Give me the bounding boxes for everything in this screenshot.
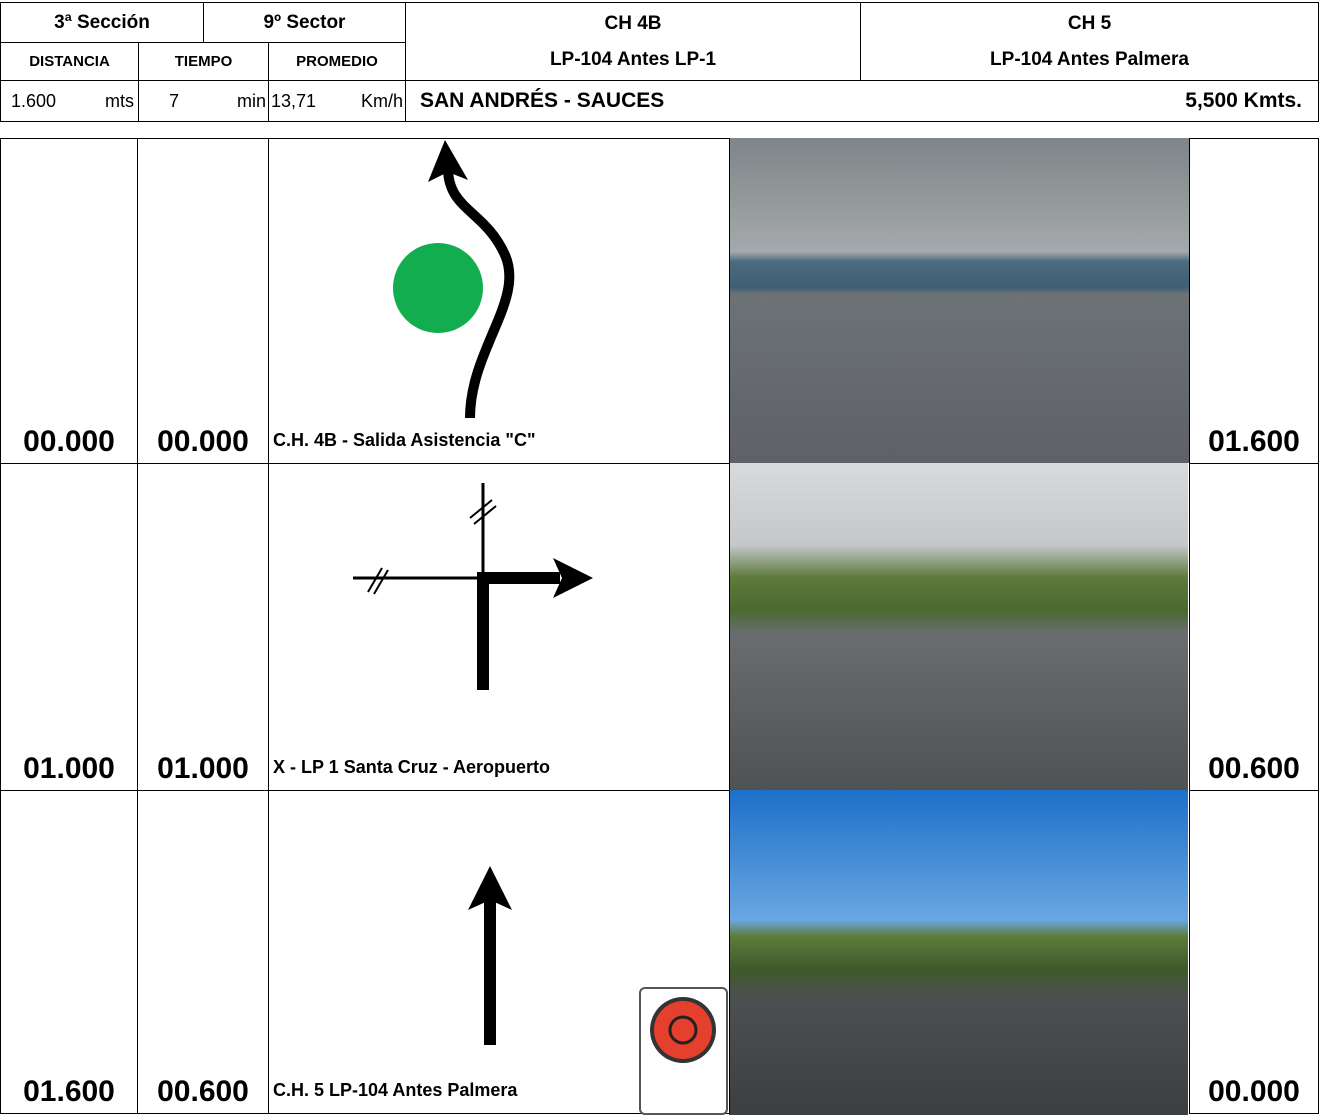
control-subtitle: LP-104 Antes Palmera xyxy=(990,48,1189,70)
average: 13,71 Km/h xyxy=(268,80,406,122)
distance-value: 1.600 xyxy=(11,90,57,111)
average-unit: Km/h xyxy=(360,90,403,111)
remaining-distance: 00.000 xyxy=(1189,790,1319,1114)
photo xyxy=(729,463,1188,790)
distance-unit: mts xyxy=(105,90,134,111)
arrow-head xyxy=(553,558,593,598)
control-title: CH 5 xyxy=(1067,12,1112,34)
instruction-caption: C.H. 5 LP-104 Antes Palmera xyxy=(268,790,730,1114)
arrow-head xyxy=(468,866,512,910)
photo xyxy=(729,790,1188,1115)
hatch xyxy=(367,499,497,595)
control-title: CH 4B xyxy=(604,12,662,34)
stage: SAN ANDRÉS - SAUCES xyxy=(420,89,665,112)
time-value: 7 xyxy=(169,90,180,111)
clock-icon xyxy=(668,1015,698,1045)
stage-bar: SAN ANDRÉS - SAUCES 5,500 Kmts. xyxy=(405,80,1319,122)
time-unit: min xyxy=(236,90,266,111)
sign-face xyxy=(654,1001,712,1059)
roundabout xyxy=(393,243,483,333)
stage-length: 5,500 Kmts. xyxy=(1185,89,1302,112)
control-subtitle: LP-104 Antes LP-1 xyxy=(549,48,717,70)
photo xyxy=(729,138,1190,463)
route-line xyxy=(443,167,515,419)
arrow-head xyxy=(428,140,468,182)
distance: 1.600 mts xyxy=(0,80,139,122)
total-distance: 01.000 xyxy=(0,463,138,791)
average-value: 13,71 xyxy=(271,90,317,111)
